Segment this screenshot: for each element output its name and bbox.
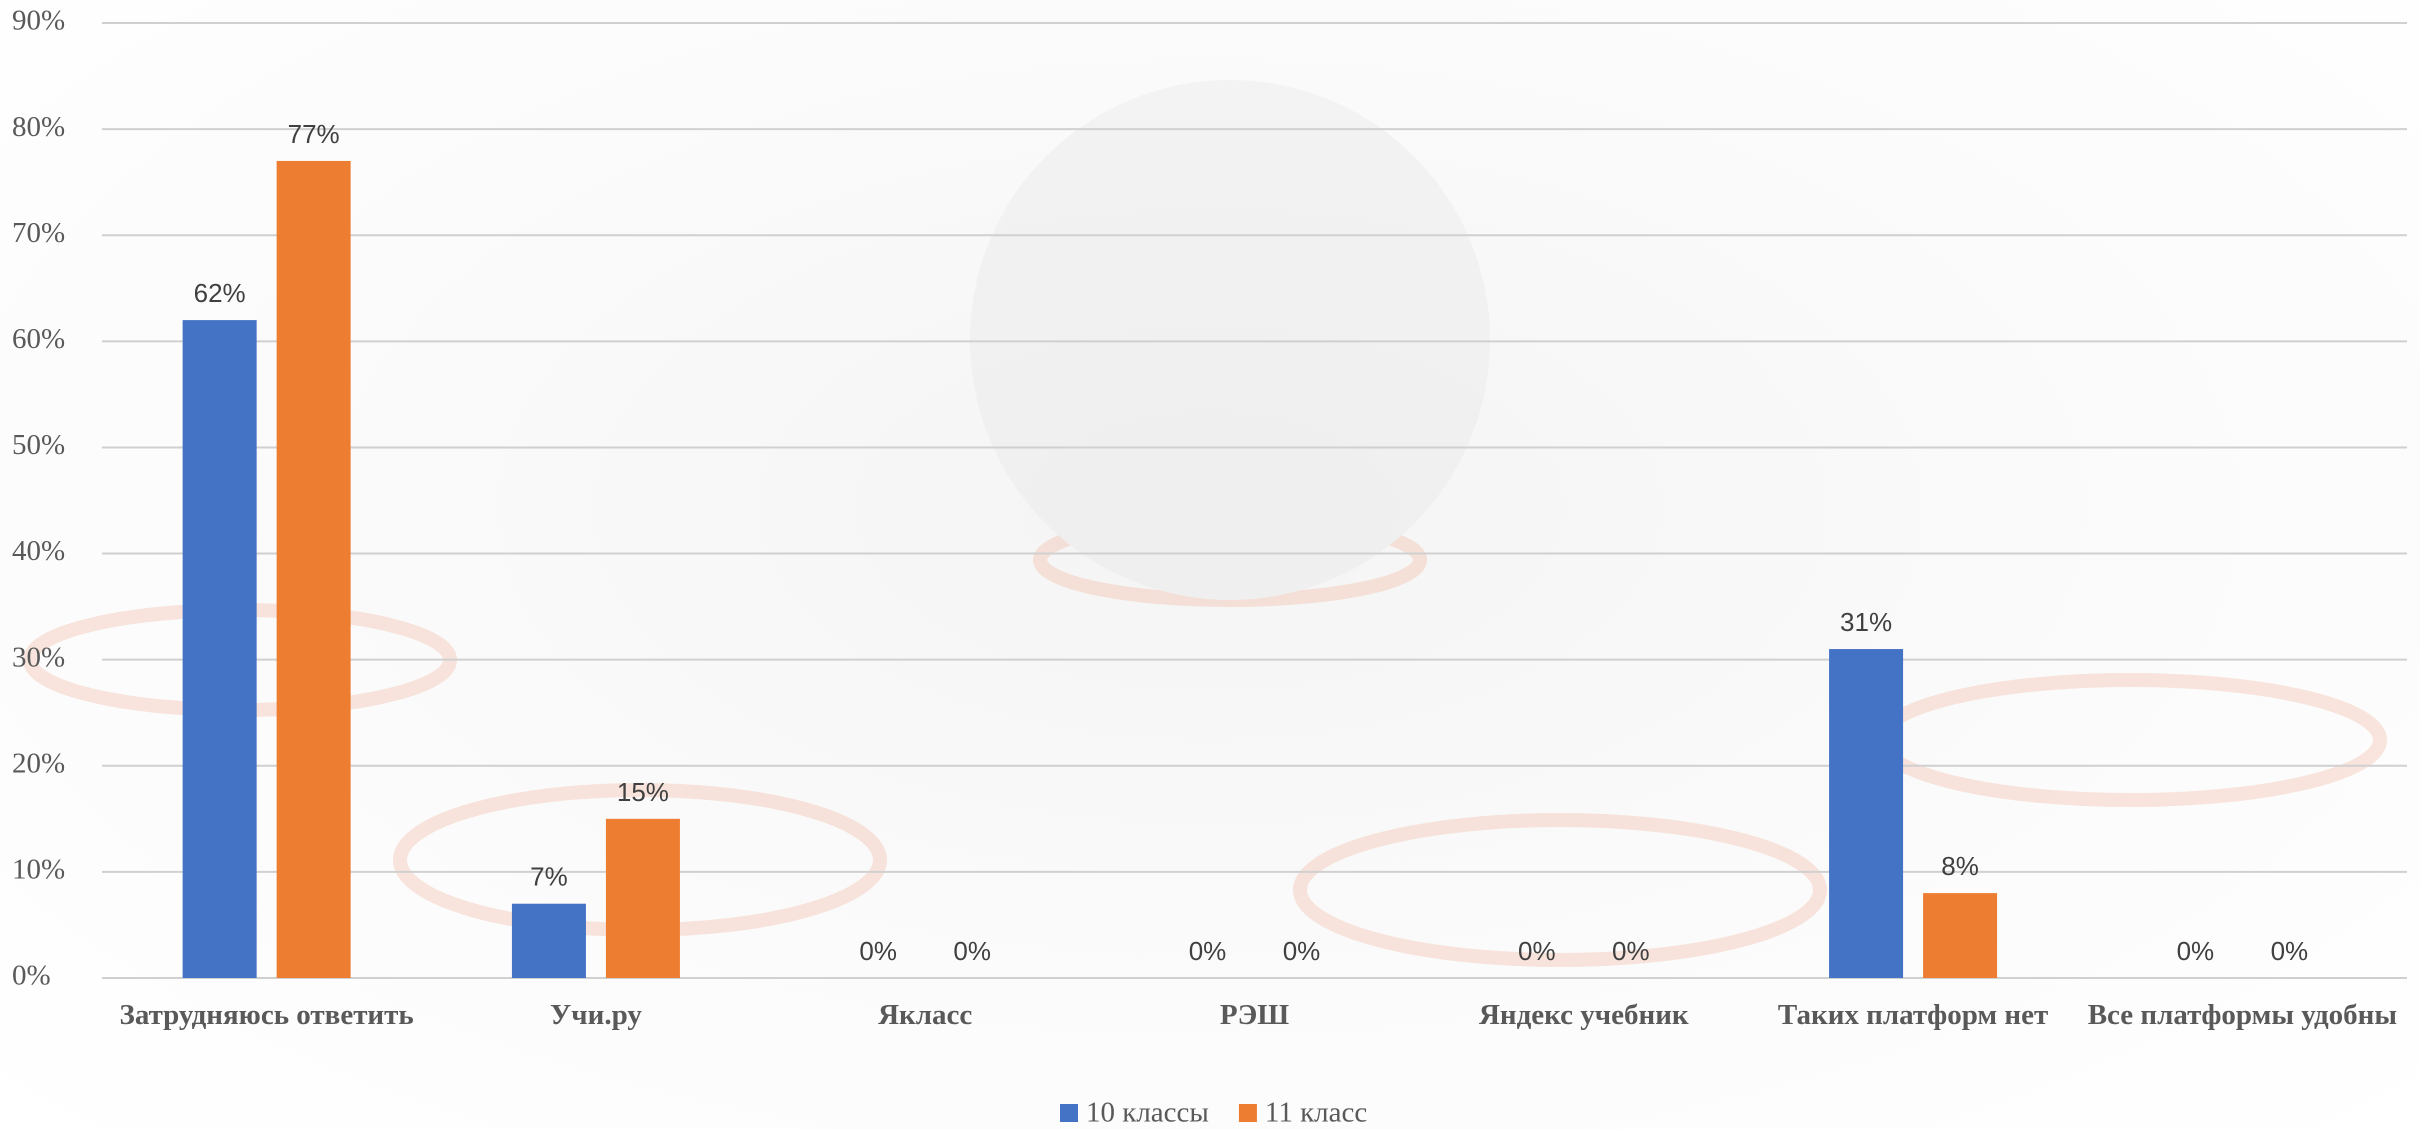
y-tick-label: 0%	[12, 960, 51, 992]
legend-label: 11 класс	[1265, 1097, 1367, 1129]
value-label: 0%	[1189, 936, 1227, 966]
background-decoration	[23, 80, 2387, 967]
y-tick-label: 10%	[12, 854, 65, 886]
x-tick-label: РЭШ	[1219, 999, 1290, 1031]
value-label: 0%	[2177, 936, 2215, 966]
value-label: 8%	[1941, 851, 1979, 881]
value-label: 77%	[288, 119, 340, 149]
y-tick-label: 60%	[12, 323, 65, 355]
value-label: 0%	[1518, 936, 1556, 966]
y-tick-label: 20%	[12, 747, 65, 779]
x-tick-label: Яндекс учебник	[1478, 999, 1689, 1031]
legend-label: 10 классы	[1086, 1097, 1209, 1129]
x-tick-label: Учи.ру	[550, 999, 642, 1031]
x-tick-label: Якласс	[878, 999, 973, 1031]
legend-swatch	[1060, 1104, 1078, 1122]
y-tick-label: 50%	[12, 429, 65, 461]
bar	[276, 160, 351, 978]
bar	[1829, 649, 1904, 978]
value-label: 0%	[2271, 936, 2309, 966]
bar	[605, 818, 680, 978]
x-tick-label: Таких платформ нет	[1777, 999, 2049, 1031]
y-tick-label: 40%	[12, 535, 65, 567]
y-tick-label: 80%	[12, 111, 65, 143]
x-tick-label: Затрудняюсь ответить	[119, 999, 414, 1031]
value-label: 31%	[1840, 607, 1892, 637]
y-tick-label: 70%	[12, 217, 65, 249]
value-label: 0%	[953, 936, 991, 966]
bar	[1923, 893, 1998, 978]
bar	[511, 903, 586, 978]
y-tick-label: 30%	[12, 641, 65, 673]
value-label: 0%	[1283, 936, 1321, 966]
x-tick-label: Все платформы удобны	[2087, 999, 2397, 1031]
value-label: 0%	[859, 936, 897, 966]
value-label: 7%	[530, 862, 568, 892]
value-label: 0%	[1612, 936, 1650, 966]
value-label: 15%	[617, 777, 669, 807]
y-tick-label: 90%	[12, 5, 65, 37]
value-label: 62%	[194, 278, 246, 308]
bar	[182, 320, 257, 979]
legend-swatch	[1238, 1104, 1257, 1122]
